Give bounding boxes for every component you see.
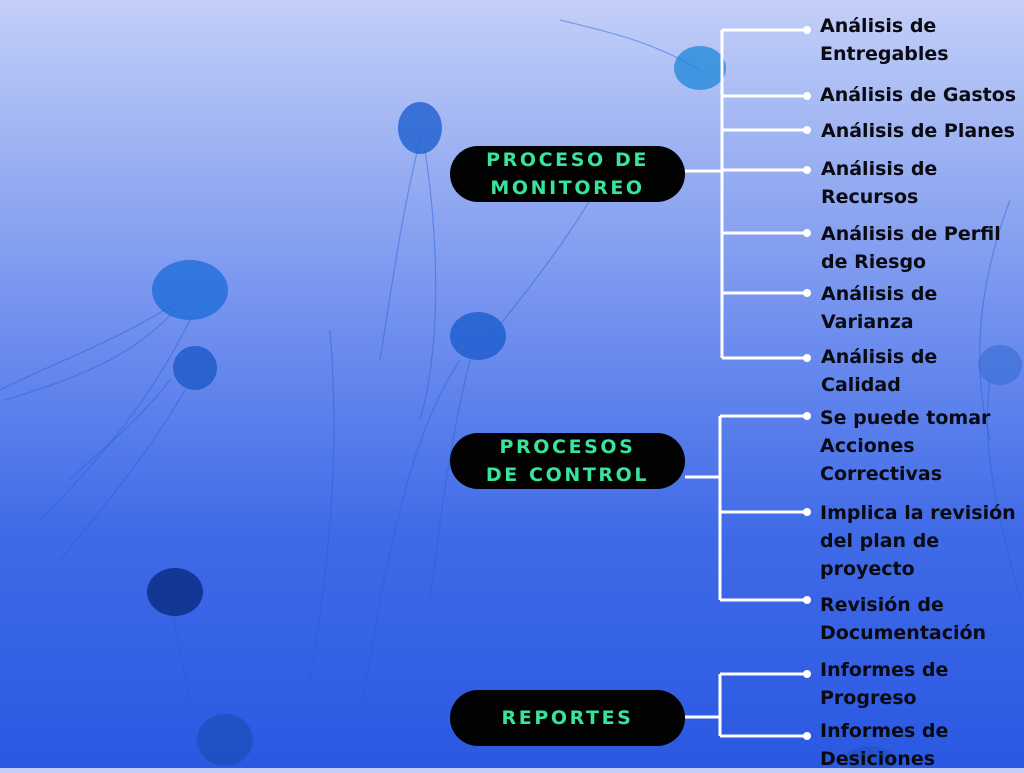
leaf-analisis-de-perfil-de-riesgo: Análisis de Perfil de Riesgo — [821, 223, 1001, 273]
leaf-analisis-de-planes: Análisis de Planes — [821, 120, 1015, 142]
connector-bullet-0-1 — [803, 92, 811, 100]
connector-bullet-1-1 — [803, 508, 811, 516]
connector-bullet-0-4 — [803, 229, 811, 237]
connector-bullet-0-3 — [803, 166, 811, 174]
group-pill-procesos-de-control: PROCESOS DE CONTROL — [450, 433, 685, 489]
leaf-analisis-de-gastos: Análisis de Gastos — [820, 84, 1017, 106]
leaf-analisis-de-varianza: Análisis de Varianza — [821, 283, 938, 333]
connector-bullet-0-2 — [803, 126, 811, 134]
leaf-informes-de-progreso: Informes de Progreso — [820, 659, 949, 709]
leaf-analisis-de-entregables: Análisis de Entregables — [820, 15, 949, 65]
connector-bullet-1-2 — [803, 596, 811, 604]
leaf-analisis-de-calidad: Análisis de Calidad — [821, 346, 938, 396]
group-pill-reportes: REPORTES — [450, 690, 685, 746]
jellyfish-bells — [147, 46, 1022, 768]
connector-bullet-2-0 — [803, 670, 811, 678]
connector-bullet-0-0 — [803, 26, 811, 34]
group-pill-proceso-de-monitoreo: PROCESO DE MONITOREO — [450, 146, 685, 202]
connector-bullet-0-5 — [803, 289, 811, 297]
leaf-revision-plan-de-proyecto: Implica la revisión del plan de proyecto — [820, 502, 1016, 580]
leaf-revision-de-documentacion: Revisión de Documentación — [820, 594, 987, 644]
connector-bullet-1-0 — [803, 412, 811, 420]
leaf-acciones-correctivas: Se puede tomar Acciones Correctivas — [820, 407, 991, 485]
leaf-informes-de-desiciones: Informes de Desiciones — [820, 720, 949, 770]
leaf-analisis-de-recursos: Análisis de Recursos — [821, 158, 938, 208]
connector-bullet-2-1 — [803, 732, 811, 740]
connector-bullet-0-6 — [803, 354, 811, 362]
